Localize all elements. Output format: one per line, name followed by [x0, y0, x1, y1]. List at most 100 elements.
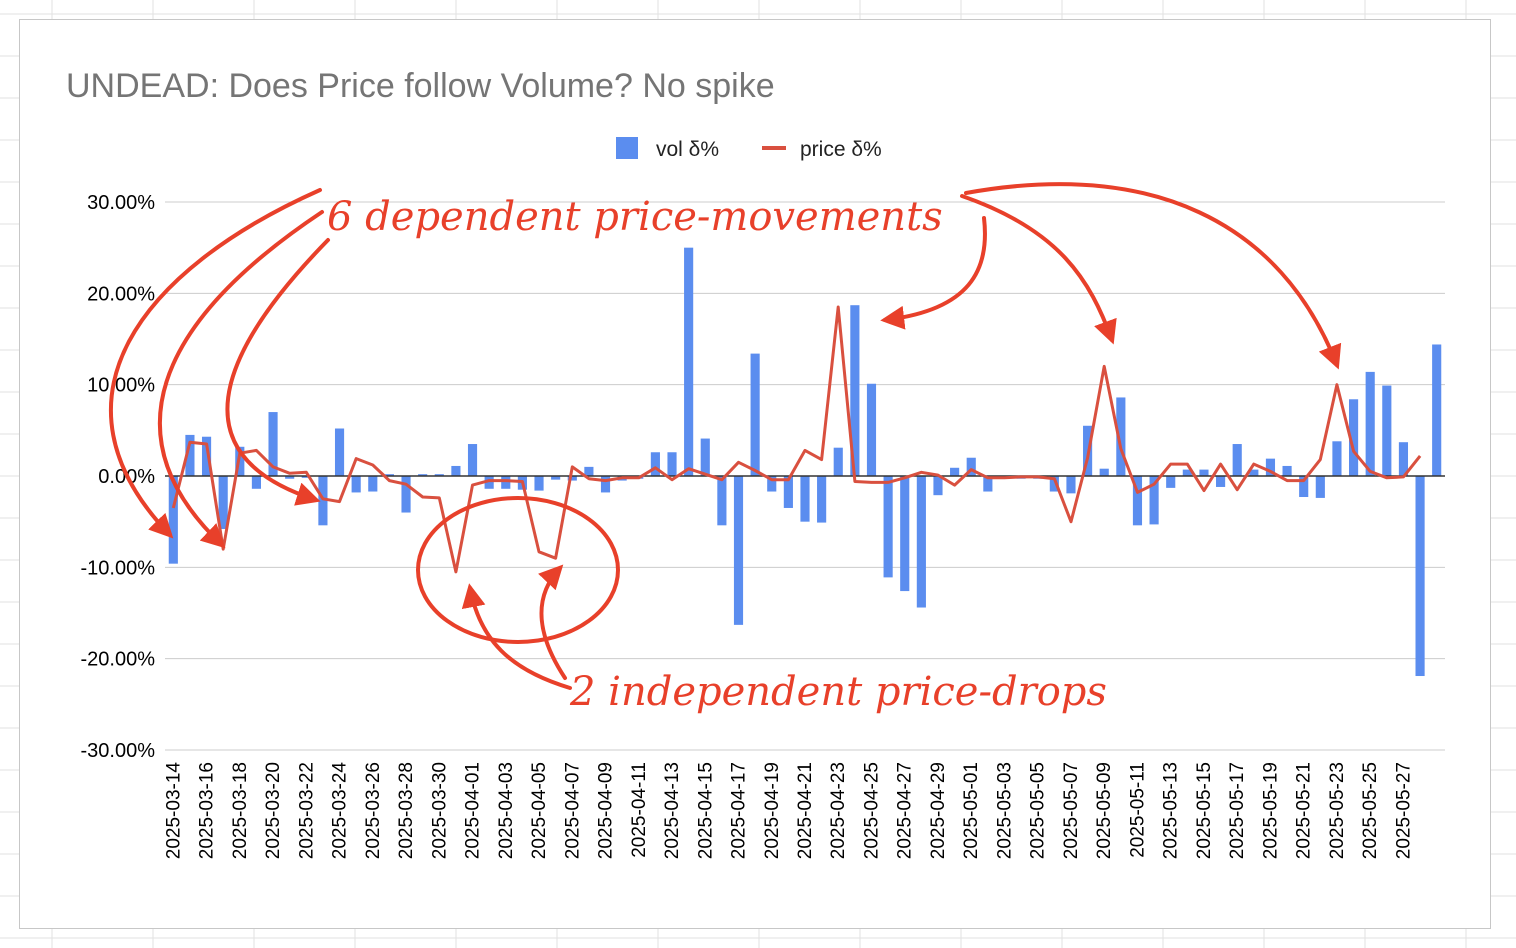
vol-bar — [1216, 476, 1226, 487]
x-tick-label: 2025-04-15 — [695, 762, 716, 859]
x-tick-label: 2025-05-01 — [961, 762, 982, 859]
vol-bar — [750, 353, 760, 476]
x-tick-label: 2025-04-21 — [795, 762, 816, 859]
x-tick-label: 2025-05-13 — [1161, 762, 1182, 859]
vol-bar — [1332, 441, 1342, 476]
x-tick-label: 2025-03-22 — [296, 762, 317, 859]
vol-bar — [933, 476, 943, 496]
x-tick-label: 2025-05-11 — [1127, 762, 1148, 858]
vol-bar — [401, 476, 411, 513]
vol-bar — [185, 434, 195, 476]
vol-bar — [833, 447, 843, 476]
x-tick-label: 2025-04-11 — [629, 762, 650, 858]
arrow-independent-2 — [538, 564, 567, 680]
y-tick-label: -10.00% — [81, 557, 156, 579]
y-axis-ticks: 30.00%20.00%10.00%0.00%-10.00%-20.00%-30… — [81, 192, 156, 762]
vol-bar — [501, 476, 511, 489]
x-tick-label: 2025-03-26 — [363, 762, 384, 859]
vol-bar — [767, 476, 777, 492]
vol-bar — [1116, 397, 1126, 476]
x-tick-label: 2025-04-13 — [662, 762, 683, 859]
x-tick-label: 2025-03-20 — [263, 762, 284, 859]
x-tick-label: 2025-03-24 — [330, 762, 351, 860]
vol-bar — [850, 305, 860, 476]
vol-bar — [318, 476, 328, 526]
x-tick-label: 2025-05-23 — [1327, 762, 1348, 859]
vol-bar — [418, 474, 428, 476]
x-tick-label: 2025-04-09 — [596, 762, 617, 859]
x-tick-label: 2025-05-15 — [1194, 762, 1215, 859]
vol-bar — [451, 465, 461, 476]
vol-bar — [368, 476, 378, 492]
arrow-dependent-5 — [960, 194, 1117, 345]
x-tick-label: 2025-04-23 — [828, 762, 849, 859]
x-tick-label: 2025-04-27 — [895, 762, 916, 859]
vol-bar — [916, 476, 926, 608]
arrow-dependent-3 — [225, 238, 330, 506]
x-tick-label: 2025-03-18 — [230, 762, 251, 859]
vol-bar — [484, 476, 494, 489]
legend-label-vol: vol δ% — [656, 138, 719, 161]
vol-bar — [201, 436, 212, 476]
vol-bar — [1232, 444, 1242, 476]
annotation-dependent: 6 dependent price-movements — [327, 194, 943, 240]
vol-bar — [301, 476, 311, 478]
vol-bar — [351, 476, 361, 493]
x-axis-ticks: 2025-03-14 2025-03-16 2025-03-18 2025-03-20… — [163, 762, 1414, 860]
y-tick-label: 10.00% — [87, 375, 155, 397]
x-tick-label: 2025-04-29 — [928, 762, 949, 859]
vol-bar — [1382, 385, 1392, 476]
legend-swatch-vol — [616, 137, 638, 159]
vol-bar — [600, 476, 611, 493]
y-tick-label: 20.00% — [87, 283, 155, 305]
vol-bar — [1099, 468, 1109, 476]
x-tick-label: 2025-04-03 — [496, 762, 517, 859]
vol-bar — [1066, 476, 1076, 494]
vol-bar — [900, 476, 910, 592]
vol-bar — [1132, 476, 1143, 526]
vol-bar — [434, 474, 444, 476]
vol-bar — [717, 476, 727, 526]
vol-bar — [1415, 476, 1425, 677]
vol-bar — [983, 476, 993, 492]
vol-bar — [1166, 476, 1176, 488]
vol-bar — [1049, 476, 1059, 492]
vol-bar — [1299, 476, 1309, 498]
price-line — [171, 305, 1422, 574]
vol-bar — [1199, 469, 1209, 476]
x-tick-label: 2025-05-25 — [1360, 762, 1381, 859]
vol-bar — [1149, 476, 1159, 525]
x-tick-label: 2025-04-05 — [529, 762, 550, 859]
vol-bar — [650, 452, 660, 476]
vol-bar — [733, 476, 744, 625]
vol-bar — [268, 412, 278, 476]
x-tick-label: 2025-05-03 — [994, 762, 1015, 859]
vol-bar — [817, 476, 827, 523]
vol-bar — [551, 476, 561, 480]
vol-bar — [866, 383, 877, 476]
x-tick-label: 2025-03-30 — [429, 762, 450, 859]
vol-bar — [467, 444, 478, 476]
x-tick-label: 2025-05-19 — [1260, 762, 1281, 859]
chart-title: UNDEAD: Does Price follow Volume? No spi… — [66, 67, 775, 105]
vol-bar — [800, 476, 810, 522]
x-tick-label: 2025-05-05 — [1028, 762, 1049, 859]
arrow-dependent-1 — [109, 188, 322, 539]
x-tick-label: 2025-05-07 — [1061, 762, 1082, 859]
x-tick-label: 2025-04-19 — [762, 762, 783, 859]
vol-bar — [700, 438, 710, 476]
vol-bar — [251, 476, 261, 489]
arrow-dependent-6 — [964, 182, 1342, 370]
vol-bar — [218, 476, 228, 529]
x-tick-label: 2025-04-07 — [562, 762, 583, 859]
arrow-independent-1 — [461, 583, 572, 690]
legend: vol δ% price δ% — [616, 137, 882, 161]
legend-label-price: price δ% — [800, 138, 882, 161]
vol-bar — [534, 476, 544, 491]
vol-bar — [1432, 344, 1442, 476]
vol-bar — [966, 457, 976, 476]
annotation-circle — [416, 496, 620, 644]
y-tick-label: -20.00% — [81, 649, 156, 671]
arrow-dependent-4 — [880, 216, 987, 330]
x-tick-label: 2025-03-14 — [163, 762, 184, 860]
